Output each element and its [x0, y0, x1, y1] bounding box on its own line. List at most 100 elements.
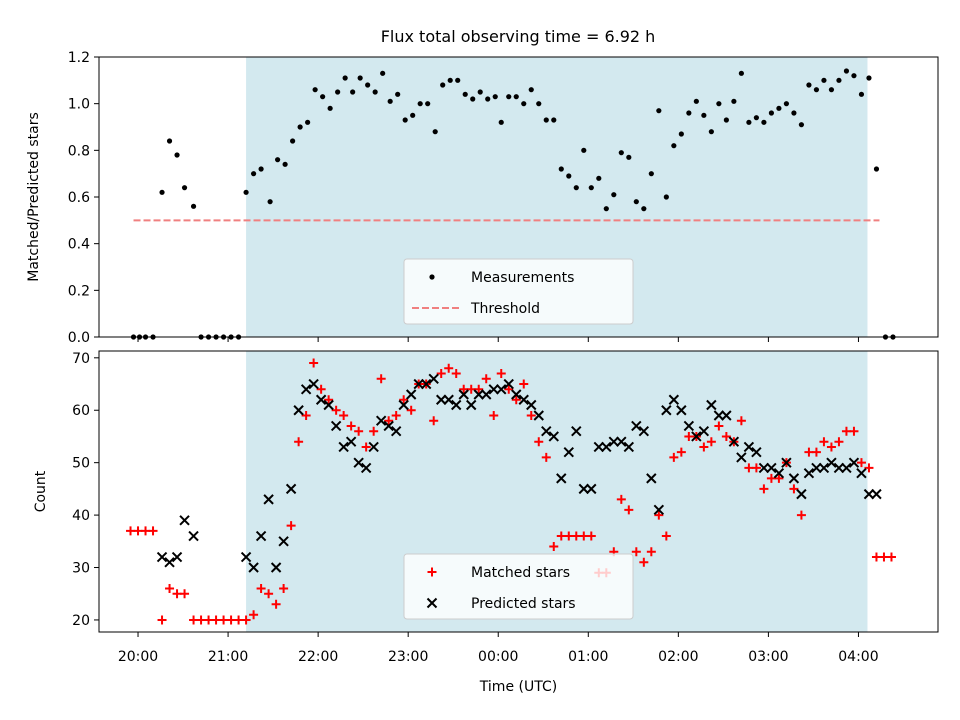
measurement-point — [447, 77, 453, 83]
predicted-point — [608, 436, 620, 447]
predicted-point — [533, 410, 544, 421]
bottom-panel: 20 30 40 50 60 70 20:00 21:00 22:00 23:00 00:00 01:… — [33, 350, 939, 695]
predicted-point — [293, 405, 304, 416]
legend-label: Matched stars — [471, 565, 570, 581]
measurement-point — [455, 77, 461, 83]
x-tick-label: 23:00 — [388, 649, 428, 665]
measurement-point — [633, 199, 639, 205]
matched-point — [369, 426, 379, 436]
matched-point — [646, 547, 656, 557]
predicted-point — [451, 399, 462, 411]
predicted-point — [323, 399, 334, 411]
predicted-point — [345, 436, 357, 447]
matched-point — [384, 416, 394, 426]
measurement-point — [417, 101, 423, 107]
measurement-point — [267, 199, 273, 205]
measurement-point — [618, 150, 624, 156]
legend: Matched stars Predicted stars — [403, 553, 634, 620]
legend-box — [403, 553, 634, 620]
predicted-point — [496, 384, 507, 395]
matched-point — [331, 405, 341, 415]
measurement-point — [335, 89, 341, 95]
matched-point — [481, 374, 491, 384]
matched-point — [639, 557, 649, 567]
predicted-point — [255, 530, 267, 542]
measurement-point — [873, 166, 880, 172]
measurement-point — [596, 175, 602, 181]
matched-point — [804, 447, 814, 457]
matched-point — [556, 531, 566, 541]
measurement-point — [320, 94, 326, 100]
measurement-point — [648, 171, 654, 177]
measurement-point — [716, 101, 722, 107]
predicted-point — [818, 462, 830, 474]
measurement-point — [551, 117, 557, 123]
predicted-point — [728, 436, 740, 447]
predicted-point — [631, 420, 642, 432]
predicted-point — [706, 399, 717, 411]
measurement-point — [402, 117, 408, 123]
predicted-point — [563, 446, 574, 458]
predicted-point — [171, 551, 183, 563]
measurement-point — [836, 77, 842, 83]
x-tick-label: 20:00 — [118, 649, 158, 665]
matched-point — [744, 463, 754, 473]
predicted-point — [368, 441, 379, 453]
matched-point — [157, 615, 167, 625]
measurement-point — [258, 166, 264, 172]
measurement-point — [806, 82, 812, 88]
predicted-point — [766, 462, 777, 474]
predicted-point — [668, 394, 680, 405]
predicted-point — [653, 504, 665, 516]
predicted-point — [616, 436, 627, 447]
y-tick-label: 0.2 — [68, 283, 90, 299]
measurement-point — [723, 117, 729, 123]
predicted-point — [398, 399, 409, 411]
matched-point — [429, 416, 439, 426]
y-tick-label: 0.8 — [68, 143, 90, 159]
matched-point — [459, 384, 469, 394]
predicted-point — [758, 462, 770, 474]
measurement-point — [776, 105, 782, 111]
matched-point — [759, 484, 769, 494]
measurement-point — [365, 82, 371, 88]
predicted-point — [179, 515, 190, 526]
predicted-point — [278, 536, 289, 547]
measurement-point — [543, 117, 549, 123]
matched-point — [841, 426, 851, 436]
predicted-point — [428, 373, 439, 384]
measurement-point — [701, 112, 707, 118]
measurement-point — [470, 96, 476, 102]
matched-point — [511, 395, 521, 405]
matched-point — [286, 521, 296, 531]
matched-point — [148, 526, 158, 536]
predicted-point — [405, 389, 417, 400]
predicted-point — [863, 488, 875, 500]
predicted-point — [526, 399, 537, 411]
matched-point — [294, 437, 304, 447]
predicted-point — [511, 389, 522, 400]
predicted-point — [375, 415, 387, 426]
matched-point — [165, 583, 175, 593]
predicted-point — [300, 384, 312, 395]
matched-point — [879, 552, 889, 562]
matched-point — [496, 369, 506, 379]
matched-point — [474, 384, 484, 394]
matched-point — [489, 410, 499, 420]
matched-point — [264, 589, 274, 599]
x-tick-label: 22:00 — [298, 649, 338, 665]
measurement-point — [813, 87, 820, 93]
matched-point — [789, 484, 799, 494]
legend-box — [403, 258, 634, 325]
y-tick-label: 60 — [72, 403, 90, 419]
measurement-point — [275, 157, 281, 163]
measurement-point — [372, 89, 378, 95]
measurement-point — [521, 101, 527, 107]
predicted-point — [285, 483, 297, 495]
measurement-point — [159, 189, 165, 195]
matched-point — [616, 494, 626, 504]
measurement-point — [462, 91, 468, 97]
predicted-point — [871, 488, 882, 500]
measurement-point — [440, 82, 446, 88]
measurement-point — [581, 147, 587, 153]
